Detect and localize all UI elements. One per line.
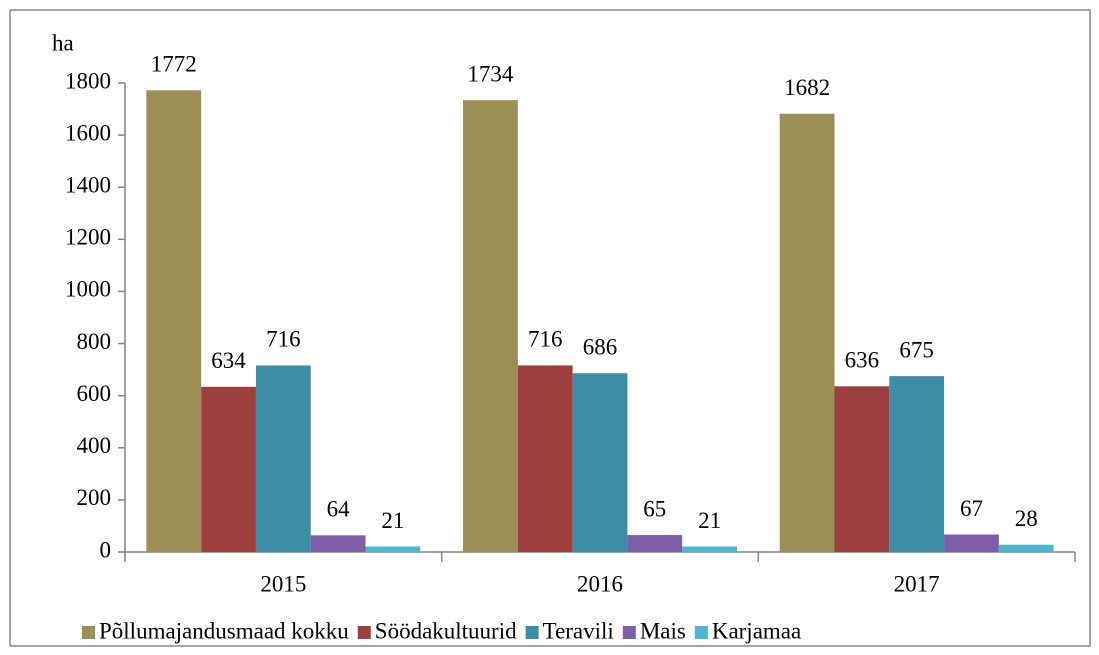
- bar: [779, 113, 835, 553]
- data-label: 1772: [151, 52, 197, 77]
- data-label: 21: [381, 508, 404, 533]
- y-tick-label: 0: [100, 537, 112, 562]
- data-label: 716: [528, 327, 563, 352]
- data-label: 716: [266, 327, 301, 352]
- bar: [365, 546, 421, 552]
- bar: [944, 534, 999, 552]
- legend-label: Teravili: [543, 618, 614, 643]
- legend-label: Karjamaa: [712, 618, 801, 643]
- data-label: 636: [845, 348, 880, 373]
- legend-swatch: [525, 626, 539, 639]
- y-tick-label: 800: [77, 329, 112, 354]
- x-tick-label: 2017: [894, 571, 940, 596]
- legend-label: Põllumajandusmaad kokku: [99, 618, 349, 643]
- data-label: 634: [211, 348, 246, 373]
- y-tick-label: 1200: [65, 225, 111, 250]
- y-tick-label: 200: [77, 485, 112, 510]
- y-tick-label: 1400: [65, 173, 111, 198]
- y-axis-label: ha: [52, 30, 74, 55]
- bar: [998, 544, 1054, 552]
- y-tick-label: 1000: [65, 277, 111, 302]
- bar: [310, 535, 366, 552]
- y-tick-label: 1600: [65, 120, 111, 145]
- data-label: 65: [643, 496, 666, 521]
- data-label: 686: [583, 335, 618, 360]
- data-label: 1734: [467, 61, 514, 86]
- y-tick-label: 1800: [65, 68, 111, 93]
- legend-swatch: [82, 626, 95, 639]
- bar: [682, 546, 737, 552]
- bar: [463, 100, 518, 553]
- legend-swatch: [357, 626, 371, 639]
- bar: [201, 386, 256, 552]
- x-tick-label: 2016: [577, 571, 623, 596]
- legend-label: Mais: [640, 618, 686, 643]
- data-label: 21: [698, 508, 721, 533]
- bar: [146, 90, 202, 552]
- legend-swatch: [694, 626, 708, 639]
- data-label: 1682: [784, 75, 830, 100]
- bar: [889, 376, 945, 552]
- bar: [255, 365, 311, 552]
- data-label: 64: [327, 497, 351, 522]
- y-tick-label: 400: [77, 433, 112, 458]
- x-tick-label: 2015: [260, 571, 306, 596]
- y-tick-label: 600: [77, 381, 112, 406]
- data-label: 67: [960, 496, 983, 521]
- data-label: 28: [1015, 506, 1038, 531]
- bar: [627, 535, 683, 552]
- bar: [517, 365, 573, 552]
- data-label: 675: [899, 337, 934, 362]
- bar: [572, 373, 628, 552]
- bar: [834, 386, 890, 552]
- legend-swatch: [622, 626, 636, 639]
- legend-label: Söödakultuurid: [375, 618, 517, 643]
